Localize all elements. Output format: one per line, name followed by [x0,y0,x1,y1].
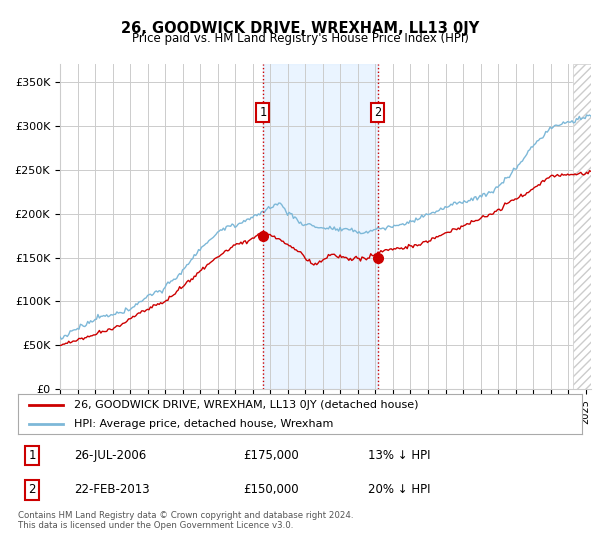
Text: 2: 2 [28,483,36,496]
Text: HPI: Average price, detached house, Wrexham: HPI: Average price, detached house, Wrex… [74,419,334,429]
Text: £175,000: £175,000 [244,449,299,462]
Bar [574,64,591,389]
Text: 1: 1 [259,106,266,119]
Text: £150,000: £150,000 [244,483,299,496]
Text: 2: 2 [374,106,382,119]
Bar [263,64,378,389]
Text: 26, GOODWICK DRIVE, WREXHAM, LL13 0JY: 26, GOODWICK DRIVE, WREXHAM, LL13 0JY [121,21,479,36]
Text: 26-JUL-2006: 26-JUL-2006 [74,449,146,462]
Text: Price paid vs. HM Land Registry's House Price Index (HPI): Price paid vs. HM Land Registry's House … [131,32,469,45]
Text: 26, GOODWICK DRIVE, WREXHAM, LL13 0JY (detached house): 26, GOODWICK DRIVE, WREXHAM, LL13 0JY (d… [74,400,419,410]
Text: 1: 1 [28,449,36,462]
Text: 20% ↓ HPI: 20% ↓ HPI [368,483,430,496]
Text: 13% ↓ HPI: 13% ↓ HPI [368,449,430,462]
Bar [574,64,591,389]
Text: 22-FEB-2013: 22-FEB-2013 [74,483,150,496]
Text: Contains HM Land Registry data © Crown copyright and database right 2024.
This d: Contains HM Land Registry data © Crown c… [18,511,353,530]
